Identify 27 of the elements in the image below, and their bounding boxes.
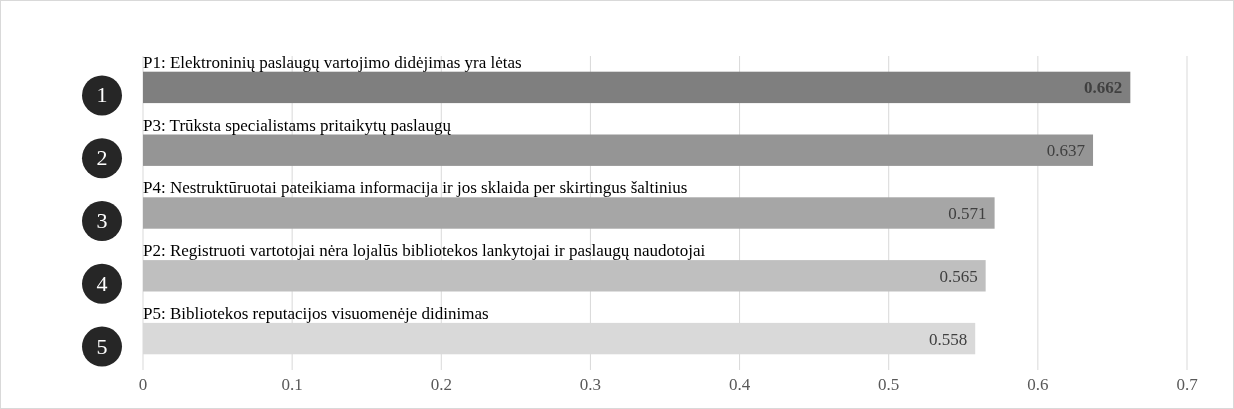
data-label: 0.662 — [1084, 78, 1123, 98]
data-label: 0.637 — [1046, 141, 1086, 161]
data-label: 0.571 — [948, 204, 987, 223]
number-badge: 1 — [82, 75, 122, 116]
x-tick-label: 0 — [138, 375, 148, 394]
bar — [143, 71, 1131, 104]
x-tick-label: 0.6 — [1027, 375, 1049, 394]
y-tick-label: P2: Registruoti vartotojai nėra lojalūs bibliotekos lankytojai ir paslaugų naudotojai — [143, 241, 706, 261]
x-tick-label: 0.4 — [728, 375, 751, 394]
number-badge: 4 — [82, 263, 122, 304]
bar — [143, 134, 1094, 166]
x-tick-label: 0.3 — [579, 375, 602, 394]
number-badge: 5 — [82, 326, 122, 367]
bar — [143, 260, 986, 292]
y-tick-label: P5: Bibliotekos reputacijos visuomenėje didinimas — [143, 303, 489, 323]
y-tick-label: P3: Trūksta specialistams pritaikytų paslaugų — [143, 115, 452, 135]
x-tick-label: 0.1 — [281, 375, 303, 394]
bar — [143, 197, 995, 229]
data-label: 0.565 — [939, 266, 978, 286]
number-badge: 2 — [82, 138, 122, 179]
x-tick-label: 0.2 — [430, 375, 452, 394]
y-tick-label: P4: Nestruktūruotai pateikiama informacija ir jos sklaida per skirtingus šaltinius — [143, 178, 688, 198]
x-tick-label: 0.5 — [878, 375, 900, 394]
x-tick-label: 0.7 — [1176, 375, 1199, 394]
data-label: 0.558 — [928, 329, 968, 349]
number-badge: 3 — [82, 201, 122, 241]
y-tick-label: P1: Elektroninių paslaugų vartojimo didėjimas yra lėtas — [143, 52, 522, 72]
